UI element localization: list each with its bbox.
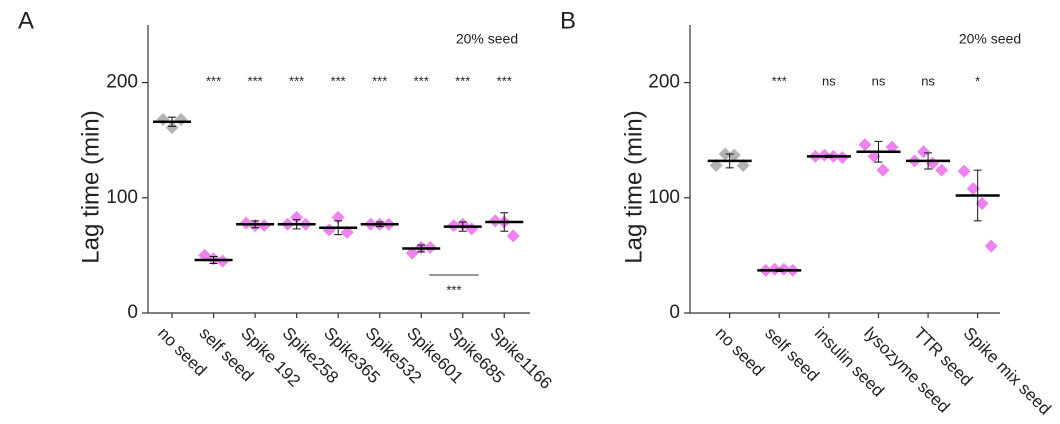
- data-point: [290, 210, 304, 224]
- significance-label: ***: [772, 73, 787, 88]
- data-point: [984, 239, 998, 253]
- significance-label: ***: [497, 73, 512, 88]
- data-point: [867, 149, 881, 163]
- data-point: [935, 163, 949, 177]
- significance-label: ***: [206, 73, 221, 88]
- significance-label: ***: [414, 73, 429, 88]
- data-point: [174, 112, 188, 126]
- significance-label: ***: [331, 73, 346, 88]
- y-axis-label: Lag time (min): [620, 110, 647, 263]
- y-tick-label: 200: [106, 72, 138, 93]
- significance-label: ns: [921, 73, 935, 88]
- data-point: [917, 145, 931, 159]
- data-point: [727, 148, 741, 162]
- data-point: [165, 121, 179, 135]
- panel-label: B: [560, 7, 576, 34]
- data-point: [858, 138, 872, 152]
- data-point: [506, 229, 520, 243]
- y-tick-label: 100: [648, 187, 680, 208]
- data-point: [340, 225, 354, 239]
- data-point: [975, 197, 989, 211]
- x-tick-label: no seed: [712, 324, 768, 380]
- data-point: [405, 246, 419, 260]
- data-point: [718, 147, 732, 161]
- x-tick-label: self seed: [761, 324, 823, 386]
- x-tick-label: lysozyme seed: [860, 324, 953, 417]
- data-point: [966, 182, 980, 196]
- data-point: [957, 164, 971, 178]
- y-tick-label: 0: [669, 302, 680, 323]
- bracket-label: ***: [446, 282, 461, 297]
- y-tick-label: 0: [127, 302, 138, 323]
- significance-label: *: [975, 73, 980, 88]
- data-point: [156, 112, 170, 126]
- data-point: [709, 159, 723, 173]
- data-point: [736, 159, 750, 173]
- panel-label: A: [18, 7, 34, 34]
- data-point: [876, 163, 890, 177]
- significance-label: ns: [822, 73, 836, 88]
- significance-label: ns: [872, 73, 886, 88]
- significance-label: ***: [455, 73, 470, 88]
- y-axis-label: Lag time (min): [77, 110, 104, 263]
- y-tick-label: 200: [648, 72, 680, 93]
- significance-label: ***: [289, 73, 304, 88]
- x-tick-label: Spike mix seed: [960, 324, 1055, 419]
- annotation: 20% seed: [959, 31, 1021, 47]
- significance-label: ***: [372, 73, 387, 88]
- data-point: [322, 223, 336, 237]
- significance-label: ***: [248, 73, 263, 88]
- y-tick-label: 100: [106, 187, 138, 208]
- data-point: [885, 140, 899, 154]
- annotation: 20% seed: [456, 31, 518, 47]
